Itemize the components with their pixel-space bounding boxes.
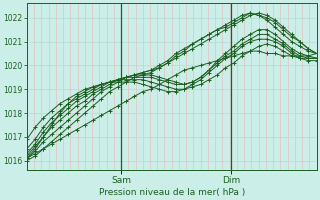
X-axis label: Pression niveau de la mer( hPa ): Pression niveau de la mer( hPa ) bbox=[99, 188, 245, 197]
